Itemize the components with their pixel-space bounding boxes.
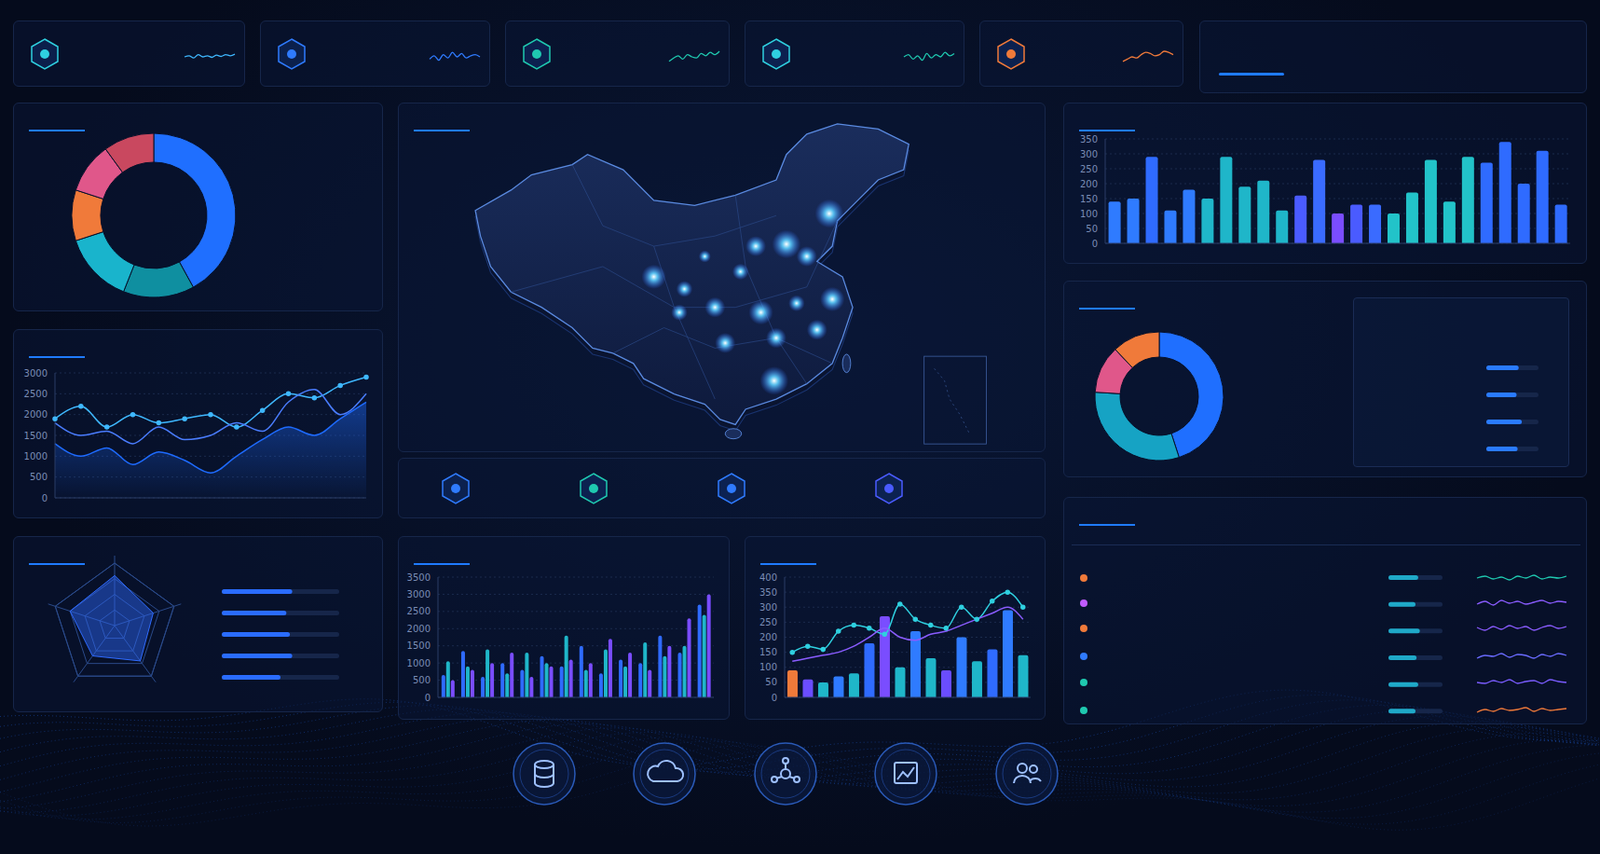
svg-text:1000: 1000: [24, 451, 48, 462]
svg-text:2000: 2000: [407, 623, 431, 634]
svg-text:250: 250: [759, 616, 778, 628]
svg-text:150: 150: [1080, 193, 1098, 205]
svg-text:50: 50: [1085, 223, 1098, 234]
svg-text:300: 300: [759, 601, 778, 613]
svg-text:0: 0: [771, 692, 778, 703]
svg-text:350: 350: [1080, 134, 1098, 145]
svg-text:2000: 2000: [24, 409, 48, 420]
svg-text:3500: 3500: [407, 572, 431, 583]
svg-text:200: 200: [759, 631, 778, 643]
svg-text:1000: 1000: [407, 657, 431, 669]
svg-text:0: 0: [1092, 238, 1098, 249]
svg-text:250: 250: [1080, 164, 1098, 175]
svg-text:0: 0: [41, 492, 48, 504]
svg-text:350: 350: [759, 587, 778, 598]
svg-text:100: 100: [1080, 208, 1098, 219]
svg-text:3000: 3000: [24, 368, 48, 379]
svg-text:0: 0: [424, 692, 431, 703]
svg-text:3000: 3000: [407, 588, 431, 600]
svg-text:150: 150: [759, 646, 778, 657]
svg-text:400: 400: [759, 572, 778, 583]
svg-text:1500: 1500: [24, 430, 48, 441]
svg-text:2500: 2500: [24, 388, 48, 399]
svg-text:300: 300: [1080, 149, 1098, 160]
svg-text:500: 500: [29, 471, 48, 482]
svg-text:50: 50: [765, 676, 778, 687]
svg-text:200: 200: [1080, 178, 1098, 190]
svg-text:500: 500: [412, 674, 431, 685]
svg-text:1500: 1500: [407, 640, 431, 651]
svg-text:2500: 2500: [407, 605, 431, 616]
svg-text:100: 100: [759, 661, 778, 672]
